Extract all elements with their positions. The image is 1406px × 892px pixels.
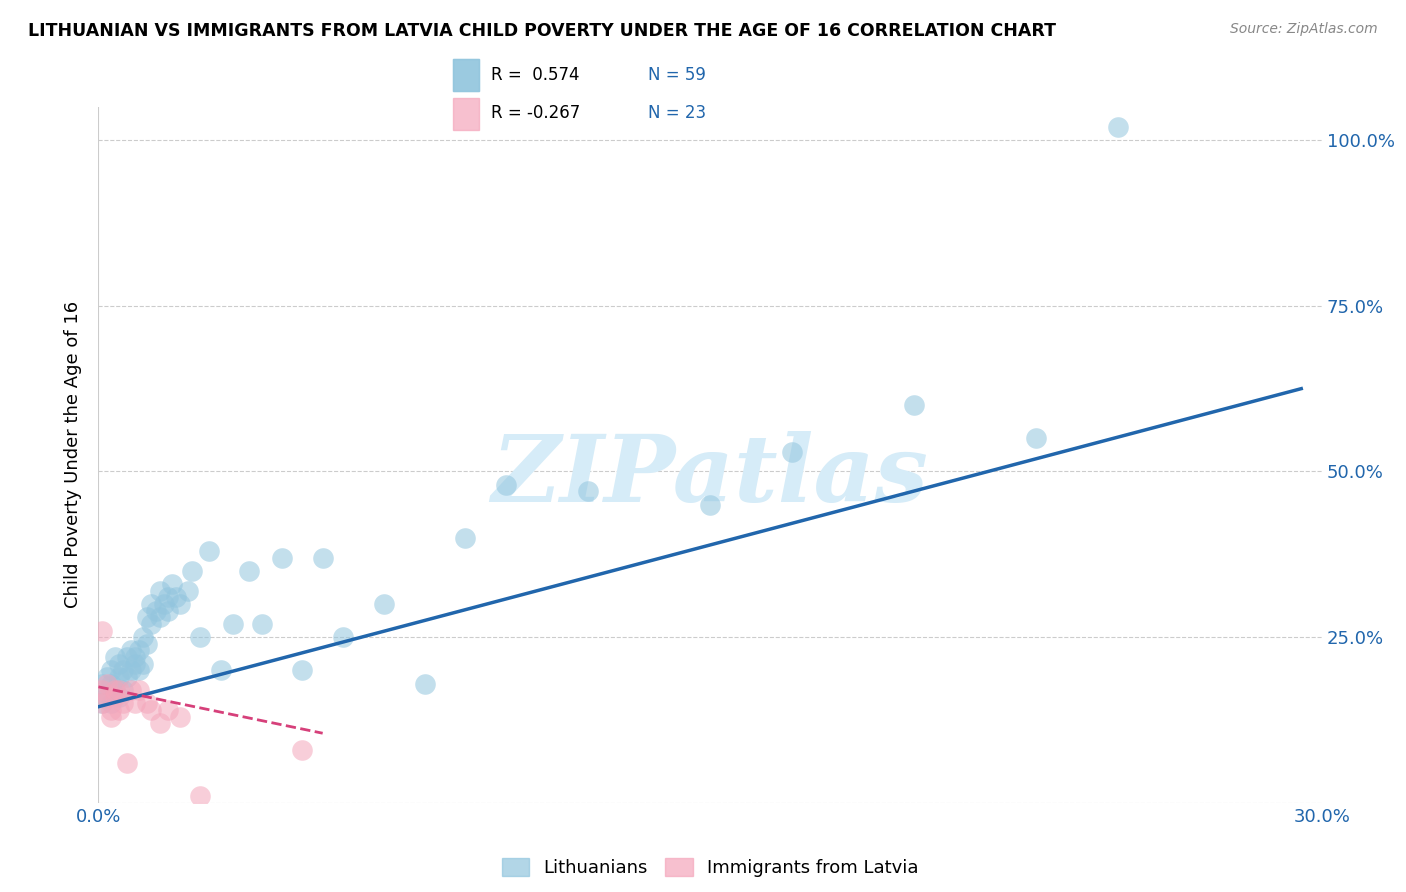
Text: Source: ZipAtlas.com: Source: ZipAtlas.com	[1230, 22, 1378, 37]
Point	[91, 697, 114, 711]
Point	[100, 709, 122, 723]
Point	[91, 697, 114, 711]
Point	[128, 683, 150, 698]
Point	[91, 624, 114, 638]
Point	[156, 604, 179, 618]
Point	[104, 650, 127, 665]
Point	[454, 531, 477, 545]
Point	[100, 703, 122, 717]
Point	[169, 709, 191, 723]
Point	[111, 663, 134, 677]
Point	[104, 683, 127, 698]
Point	[136, 637, 159, 651]
Point	[141, 616, 163, 631]
Point	[91, 676, 114, 690]
Point	[96, 676, 118, 690]
Point	[145, 604, 167, 618]
Point	[108, 683, 131, 698]
Point	[156, 591, 179, 605]
Point	[104, 690, 127, 704]
Point	[165, 591, 187, 605]
Point	[96, 690, 118, 704]
Point	[124, 650, 146, 665]
Point	[149, 716, 172, 731]
Point	[413, 676, 436, 690]
Text: R = -0.267: R = -0.267	[491, 104, 581, 122]
Point	[1107, 120, 1129, 134]
Point	[100, 663, 122, 677]
Point	[141, 597, 163, 611]
Point	[1025, 431, 1047, 445]
Point	[120, 683, 142, 698]
Point	[132, 630, 155, 644]
FancyBboxPatch shape	[453, 97, 479, 130]
Point	[149, 610, 172, 624]
Point	[177, 583, 200, 598]
Point	[132, 657, 155, 671]
Bar	[453, 59, 479, 91]
Point	[128, 643, 150, 657]
Point	[115, 670, 138, 684]
Point	[156, 703, 179, 717]
Point	[373, 597, 395, 611]
Point	[188, 789, 212, 804]
Point	[111, 683, 134, 698]
Point	[108, 703, 131, 717]
Point	[903, 398, 925, 412]
Legend: Lithuanians, Immigrants from Latvia: Lithuanians, Immigrants from Latvia	[495, 850, 925, 884]
Point	[115, 756, 138, 770]
Point	[576, 484, 599, 499]
Point	[111, 697, 134, 711]
Point	[312, 550, 335, 565]
Point	[495, 477, 517, 491]
Point	[141, 703, 163, 717]
Point	[96, 690, 118, 704]
Point	[124, 657, 146, 671]
Point	[91, 683, 114, 698]
Point	[108, 690, 131, 704]
Point	[128, 663, 150, 677]
Point	[169, 597, 191, 611]
Point	[291, 663, 314, 677]
Point	[100, 676, 122, 690]
Point	[780, 444, 803, 458]
Point	[152, 597, 174, 611]
Point	[108, 670, 131, 684]
Point	[100, 697, 122, 711]
Point	[136, 610, 159, 624]
Text: N = 59: N = 59	[648, 66, 706, 84]
Point	[115, 650, 138, 665]
Point	[160, 577, 183, 591]
Point	[699, 498, 721, 512]
Point	[238, 564, 260, 578]
Point	[209, 663, 232, 677]
Text: N = 23: N = 23	[648, 104, 706, 122]
Y-axis label: Child Poverty Under the Age of 16: Child Poverty Under the Age of 16	[65, 301, 83, 608]
Text: R =  0.574: R = 0.574	[491, 66, 579, 84]
Point	[124, 697, 146, 711]
Point	[181, 564, 204, 578]
Text: LITHUANIAN VS IMMIGRANTS FROM LATVIA CHILD POVERTY UNDER THE AGE OF 16 CORRELATI: LITHUANIAN VS IMMIGRANTS FROM LATVIA CHI…	[28, 22, 1056, 40]
Point	[332, 630, 354, 644]
Point	[136, 697, 159, 711]
Point	[270, 550, 294, 565]
Point	[149, 583, 172, 598]
Point	[222, 616, 245, 631]
Point	[120, 643, 142, 657]
Point	[108, 657, 131, 671]
Text: ZIPatlas: ZIPatlas	[492, 431, 928, 521]
Point	[291, 743, 314, 757]
Point	[120, 663, 142, 677]
Point	[96, 670, 118, 684]
Point	[250, 616, 273, 631]
FancyBboxPatch shape	[453, 59, 479, 91]
Point	[104, 683, 127, 698]
Point	[188, 630, 212, 644]
Point	[197, 544, 219, 558]
